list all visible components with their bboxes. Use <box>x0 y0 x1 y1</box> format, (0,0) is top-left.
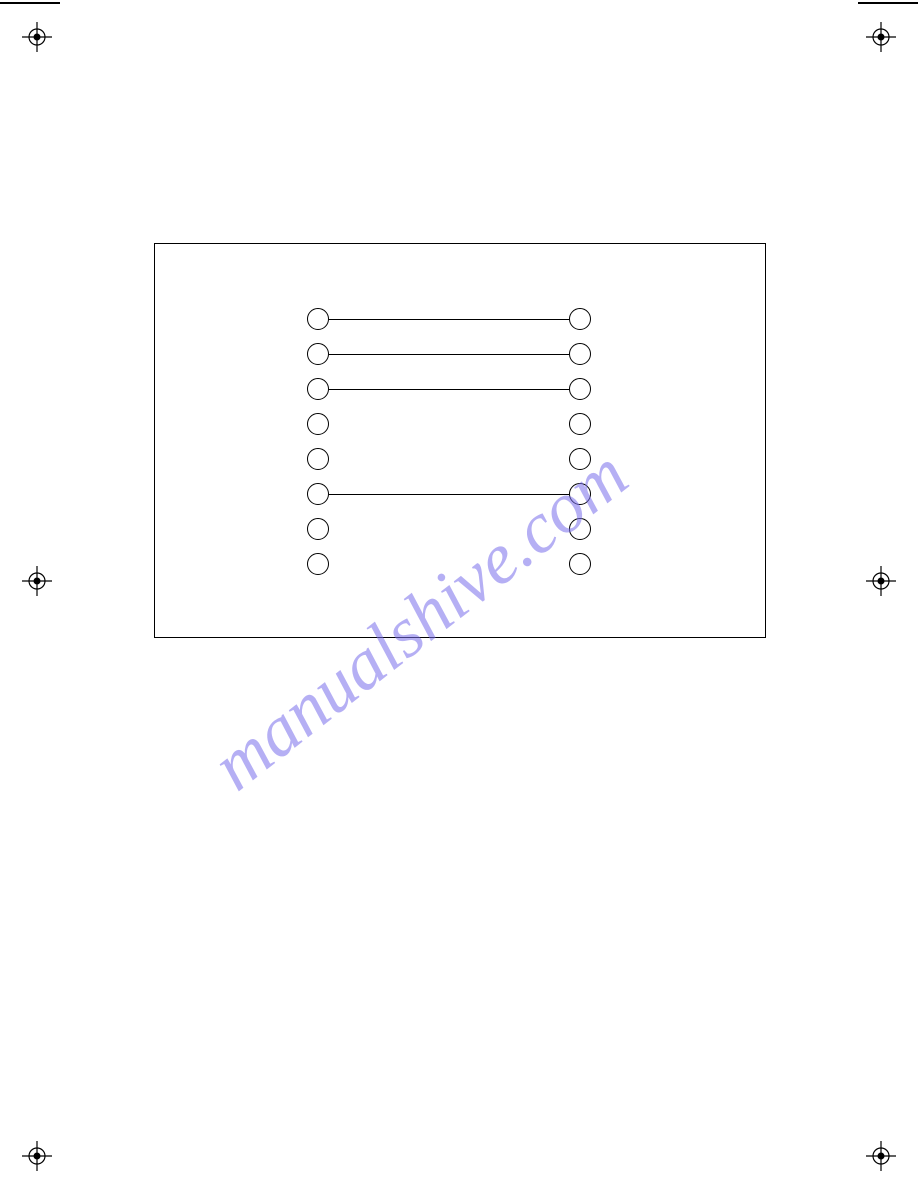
pin-left-5 <box>307 448 329 470</box>
pin-right-6 <box>569 483 591 505</box>
pin-left-4 <box>307 413 329 435</box>
top-edge-bar-left <box>0 2 60 4</box>
crop-mark-icon <box>22 22 52 52</box>
crop-mark-icon <box>866 22 896 52</box>
connection-line-row-2 <box>329 354 569 355</box>
pin-right-3 <box>569 378 591 400</box>
pin-right-5 <box>569 448 591 470</box>
pin-right-7 <box>569 518 591 540</box>
connection-line-row-3 <box>329 389 569 390</box>
pin-left-1 <box>307 308 329 330</box>
pin-left-3 <box>307 378 329 400</box>
connector-diagram-box <box>154 243 766 638</box>
pin-right-1 <box>569 308 591 330</box>
crop-mark-icon <box>22 566 52 596</box>
pin-left-2 <box>307 343 329 365</box>
pin-right-4 <box>569 413 591 435</box>
pin-right-2 <box>569 343 591 365</box>
crop-mark-icon <box>866 1141 896 1171</box>
crop-mark-icon <box>22 1141 52 1171</box>
top-edge-bar-right <box>858 2 918 4</box>
connection-line-row-1 <box>329 319 569 320</box>
pin-left-7 <box>307 518 329 540</box>
crop-mark-icon <box>866 566 896 596</box>
pin-left-6 <box>307 483 329 505</box>
connection-line-row-6 <box>329 494 569 495</box>
pin-left-8 <box>307 553 329 575</box>
pin-right-8 <box>569 553 591 575</box>
